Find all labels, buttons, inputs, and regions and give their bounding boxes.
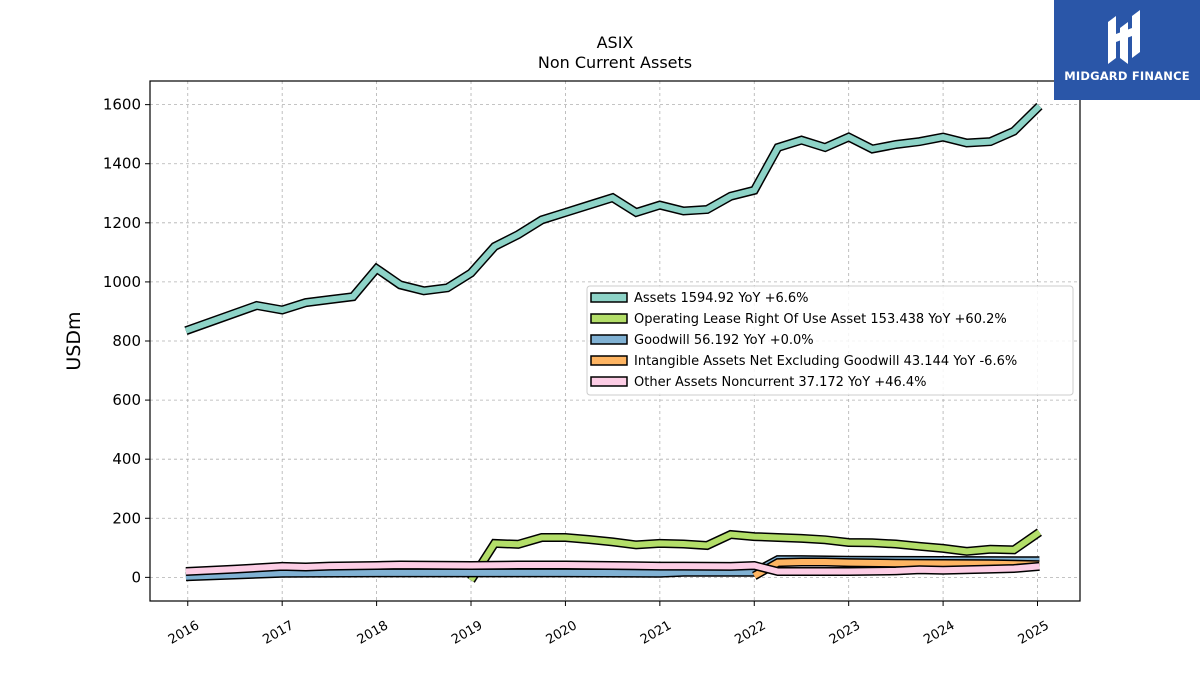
legend-swatch <box>590 355 628 366</box>
y-tick-label: 1200 <box>103 214 141 232</box>
legend-entry: Intangible Assets Net Excluding Goodwill… <box>634 354 1017 369</box>
chart-title: ASIX <box>597 33 634 52</box>
series-stroke <box>185 561 1040 575</box>
series-stroke <box>468 529 1042 582</box>
x-tick-label: 2020 <box>544 618 580 648</box>
legend-entry: Operating Lease Right Of Use Asset 153.4… <box>634 312 1007 327</box>
legend-entry: Assets 1594.92 YoY +6.6% <box>634 291 809 306</box>
y-tick-label: 800 <box>112 332 141 350</box>
legend-swatch <box>590 376 628 387</box>
y-tick-label: 1600 <box>103 96 141 114</box>
y-tick-label: 1000 <box>103 273 141 291</box>
series-layer <box>184 102 1043 583</box>
legend: Assets 1594.92 YoY +6.6% Operating Lease … <box>586 285 1074 396</box>
series-line-4 <box>185 560 1040 576</box>
x-tick-label: 2019 <box>449 618 485 648</box>
x-tick-label: 2024 <box>921 618 957 648</box>
series-stroke <box>184 103 1042 334</box>
x-tick-label: 2025 <box>1016 618 1052 648</box>
chart-subtitle: Non Current Assets <box>538 53 692 72</box>
x-tick-label: 2018 <box>355 618 391 648</box>
x-tick-label: 2017 <box>260 618 296 648</box>
y-tick-label: 600 <box>112 391 141 409</box>
x-tick-label: 2021 <box>638 618 674 648</box>
y-axis-label: USDm <box>63 311 85 370</box>
legend-entry: Goodwill 56.192 YoY +0.0% <box>634 333 814 348</box>
legend-swatch <box>590 292 628 303</box>
legend-swatch <box>590 334 628 345</box>
y-tick-label: 1400 <box>103 155 141 173</box>
brand-mark-icon <box>1108 10 1140 64</box>
series-stroke <box>752 559 1040 579</box>
series-line-0 <box>184 102 1043 335</box>
y-tick-label: 200 <box>112 509 141 527</box>
series-line-3 <box>752 557 1040 580</box>
legend-box <box>586 285 1074 396</box>
y-tick-label: 0 <box>131 568 141 586</box>
series-line-1 <box>467 528 1042 583</box>
x-tick-label: 2023 <box>827 618 863 648</box>
x-tick-label: 2016 <box>166 618 202 648</box>
legend-swatch <box>590 313 628 324</box>
brand-name: MIDGARD FINANCE <box>1064 69 1190 83</box>
x-ticks: 2016 2017 2018 2019 2020 2021 2022 2023 2024 2025 <box>166 601 1052 648</box>
x-tick-label: 2022 <box>732 618 768 648</box>
y-tick-label: 400 <box>112 450 141 468</box>
brand-logo: MIDGARD FINANCE <box>1054 0 1200 100</box>
legend-entry: Other Assets Noncurrent 37.172 YoY +46.4… <box>634 375 926 390</box>
y-ticks: 0 200 400 600 800 1000 1200 1400 1600 <box>103 96 150 586</box>
